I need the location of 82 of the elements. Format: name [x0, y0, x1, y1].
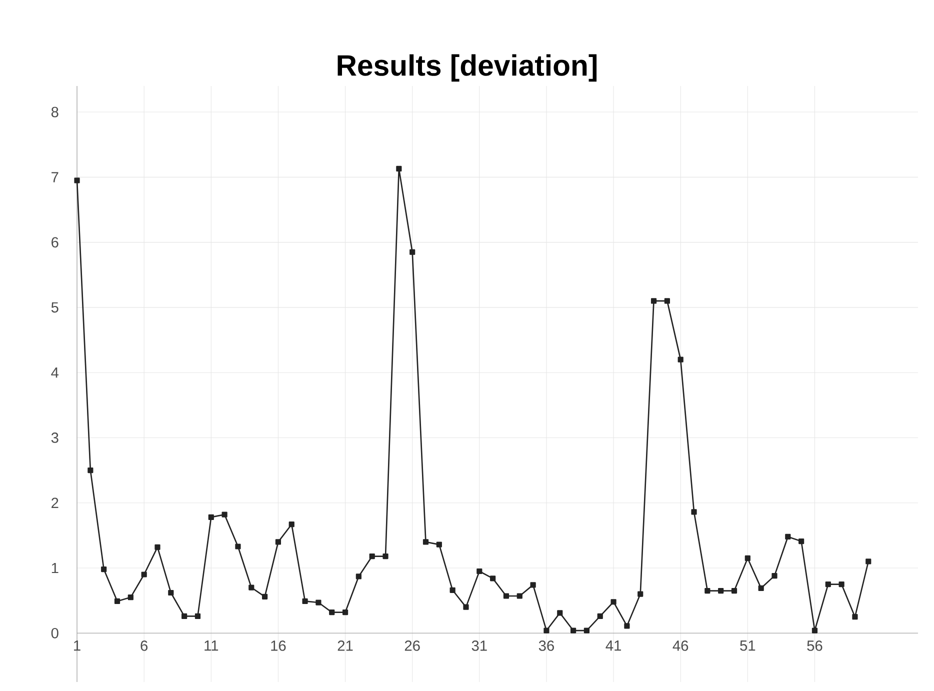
point: [758, 585, 764, 591]
point: [838, 581, 844, 588]
point: [678, 356, 684, 362]
x-tick-label: 46: [672, 640, 688, 651]
y-tick-label: 5: [51, 302, 58, 313]
point: [74, 178, 80, 184]
point: [744, 555, 750, 562]
chart-title: Results [deviation]: [338, 54, 597, 82]
point: [208, 514, 214, 520]
point: [168, 590, 174, 596]
point: [235, 544, 241, 550]
point: [369, 553, 375, 560]
point: [570, 628, 576, 634]
point: [141, 572, 147, 578]
x-tick-label: 21: [338, 640, 353, 651]
point: [262, 594, 268, 600]
point: [544, 628, 550, 634]
point: [691, 509, 697, 515]
point: [798, 538, 804, 544]
y-tick-label: 3: [51, 432, 58, 443]
point: [128, 594, 134, 600]
y-tick-label: 1: [52, 562, 58, 574]
y-tick-label: 4: [51, 368, 59, 378]
point: [114, 598, 120, 604]
point: [503, 593, 510, 599]
point: [490, 576, 496, 582]
point: [557, 610, 563, 616]
point: [476, 568, 482, 574]
point: [650, 298, 657, 304]
point: [772, 573, 778, 579]
point: [316, 600, 322, 606]
x-tick-label: 16: [271, 640, 286, 651]
point: [382, 553, 388, 560]
y-tick-label: 6: [52, 237, 58, 248]
point: [275, 539, 282, 545]
point: [516, 593, 522, 599]
point: [410, 249, 416, 255]
point: [597, 613, 603, 619]
x-tick-label: 51: [740, 640, 756, 651]
point: [785, 534, 791, 540]
x-tick-label: 36: [538, 640, 554, 651]
point: [154, 544, 160, 550]
point: [182, 613, 188, 619]
point: [194, 613, 201, 619]
point: [450, 587, 456, 593]
point: [436, 542, 442, 548]
point: [664, 298, 670, 304]
x-tick-label: 31: [472, 640, 487, 651]
point: [422, 539, 429, 545]
point: [584, 628, 590, 634]
point: [624, 623, 630, 629]
point: [302, 598, 308, 604]
point: [812, 628, 818, 634]
point: [342, 609, 348, 616]
point: [101, 566, 107, 572]
y-tick-label: 7: [52, 172, 58, 182]
point: [222, 512, 228, 518]
y-tick-label: 8: [51, 106, 58, 118]
point: [610, 599, 616, 605]
y-tick-label: 2: [52, 498, 58, 508]
point: [638, 591, 644, 597]
point: [825, 581, 831, 588]
point: [718, 588, 724, 594]
point: [852, 614, 858, 620]
point: [866, 558, 872, 564]
x-tick-label: 41: [606, 640, 621, 651]
x-tick-label: 1: [74, 640, 80, 651]
y-tick-label: 0: [51, 628, 58, 638]
point: [704, 588, 710, 594]
x-tick-label: 26: [404, 640, 420, 651]
x-tick-label: 6: [140, 640, 148, 651]
point: [530, 582, 536, 588]
point: [288, 522, 294, 528]
x-tick-label: 11: [204, 640, 218, 651]
point: [88, 467, 94, 474]
point: [731, 588, 738, 594]
point: [356, 574, 362, 580]
point: [329, 609, 335, 616]
point: [248, 584, 254, 590]
point: [396, 166, 402, 172]
x-tick-label: 56: [807, 640, 822, 651]
point: [463, 604, 469, 610]
